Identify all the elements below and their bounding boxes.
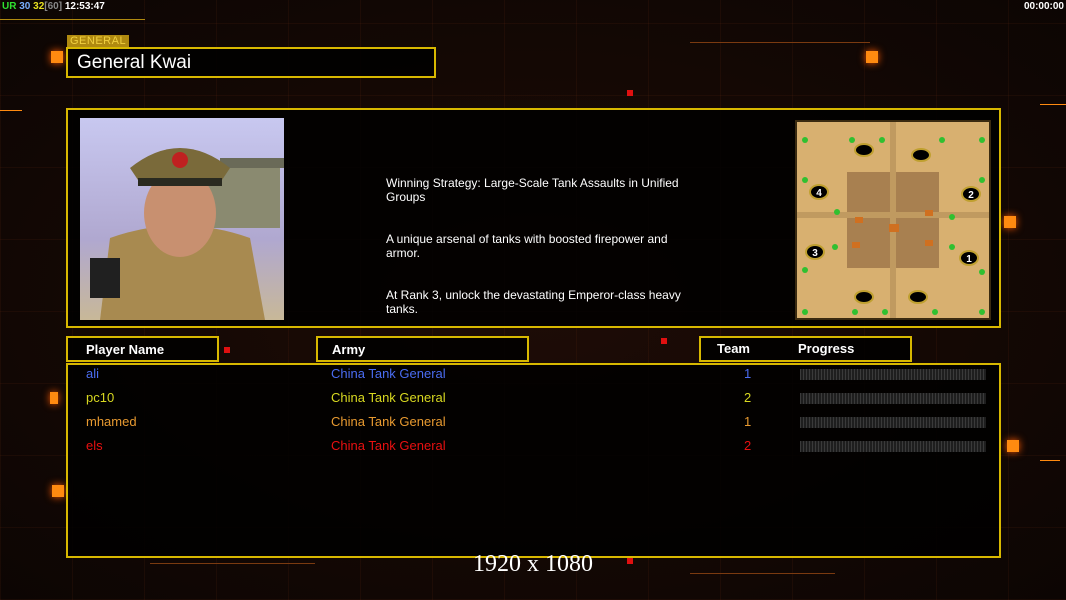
description-strategy: Winning Strategy: Large-Scale Tank Assau… [386, 176, 679, 204]
map-preview[interactable]: 1 2 3 4 [795, 120, 991, 320]
divider [1040, 460, 1060, 461]
player-name: mhamed [86, 414, 137, 429]
player-row[interactable]: els China Tank General 2 [86, 438, 986, 458]
decor-square [1007, 440, 1019, 452]
header-progress: Progress [798, 341, 855, 356]
player-row[interactable]: mhamed China Tank General 1 [86, 414, 986, 434]
decor-square [50, 392, 58, 404]
divider [690, 573, 835, 574]
start-position-1: 1 [966, 254, 972, 265]
player-army: China Tank General [331, 414, 446, 429]
divider [1040, 104, 1066, 105]
progress-bar [800, 393, 986, 404]
divider [690, 42, 870, 43]
general-name: General Kwai [66, 47, 436, 78]
decor-square [866, 51, 878, 63]
start-position-3: 3 [812, 248, 818, 259]
general-info-panel: Winning Strategy: Large-Scale Tank Assau… [66, 108, 1001, 328]
header-team: Team [717, 341, 750, 356]
player-army: China Tank General [331, 438, 446, 453]
header-army: Army [316, 336, 529, 362]
hud-value: 32 [33, 1, 45, 12]
start-position-2: 2 [968, 190, 974, 201]
decor-square [1004, 216, 1016, 228]
general-description: Winning Strategy: Large-Scale Tank Assau… [386, 162, 706, 330]
progress-bar [800, 369, 986, 380]
hud-ur: UR [2, 1, 17, 12]
divider [150, 563, 315, 564]
description-arsenal: A unique arsenal of tanks with boosted f… [386, 232, 668, 260]
decor-square [627, 90, 633, 96]
decor-square [224, 347, 230, 353]
divider [0, 110, 22, 111]
player-team: 1 [744, 414, 752, 429]
hud-stats: UR 30 32[60] 12:53:47 [2, 1, 105, 12]
divider [0, 19, 145, 20]
player-row[interactable]: ali China Tank General 1 [86, 366, 986, 386]
player-name: ali [86, 366, 100, 381]
player-name: els [86, 438, 103, 453]
player-army: China Tank General [331, 390, 446, 405]
player-army: China Tank General [331, 366, 446, 381]
start-position-4: 4 [816, 188, 822, 199]
decor-square [52, 485, 64, 497]
hud-value: [60] [44, 1, 63, 12]
general-portrait [80, 118, 284, 320]
header-player-name: Player Name [66, 336, 219, 362]
hud-timer: 00:00:00 [1023, 1, 1064, 12]
player-team: 2 [744, 390, 752, 405]
decor-square [627, 558, 633, 564]
decor-square [661, 338, 667, 344]
hud-clock: 12:53:47 [64, 1, 105, 12]
player-team: 1 [744, 366, 752, 381]
progress-bar [800, 441, 986, 452]
player-team: 2 [744, 438, 752, 453]
player-row[interactable]: pc10 China Tank General 2 [86, 390, 986, 410]
progress-bar [800, 417, 986, 428]
hud-value: 30 [19, 1, 31, 12]
decor-square [51, 51, 63, 63]
resolution-label: 1920 x 1080 [473, 551, 593, 577]
player-name: pc10 [86, 390, 115, 405]
header-team-progress: Team Progress [699, 336, 912, 362]
description-rank3: At Rank 3, unlock the devastating Empero… [386, 288, 681, 316]
general-tag: GENERAL [67, 35, 130, 47]
